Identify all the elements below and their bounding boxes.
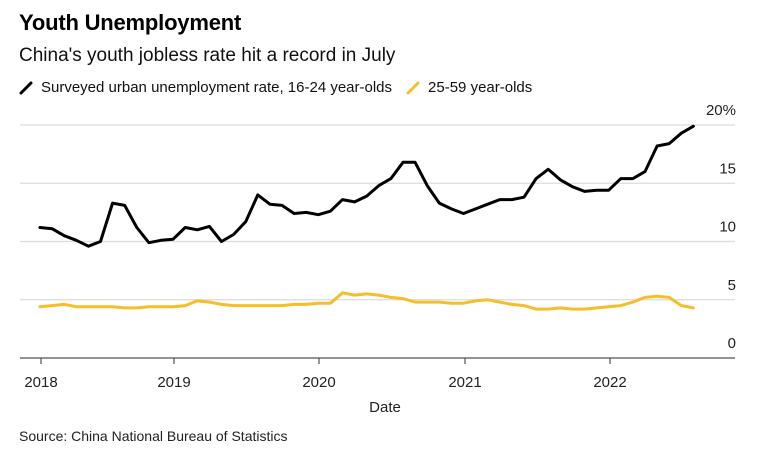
y-tick-label: 20% xyxy=(706,102,736,119)
x-tick-label: 2019 xyxy=(157,374,190,391)
y-tick-label: 0 xyxy=(728,335,736,352)
legend-label-youth: Surveyed urban unemployment rate, 16-24 … xyxy=(41,79,393,96)
source-note: Source: China National Bureau of Statist… xyxy=(19,428,288,444)
series-lines xyxy=(38,124,695,311)
legend-item-adults: 25-59 year-olds xyxy=(406,79,532,96)
chart-subtitle: China's youth jobless rate hit a record … xyxy=(19,45,396,66)
y-tick-label: 5 xyxy=(728,277,736,294)
x-tick-label: 2021 xyxy=(448,374,481,391)
y-axis-labels: 0 5 10 15 20% xyxy=(706,102,736,352)
series-line-adults xyxy=(38,291,695,311)
series-line-youth xyxy=(38,124,695,248)
legend-swatch-youth-icon xyxy=(19,81,33,94)
x-axis: 2018 2019 2020 2021 2022 xyxy=(20,357,735,391)
x-tick-label: 2022 xyxy=(593,374,626,391)
x-tick-label: 2018 xyxy=(24,374,57,391)
legend: Surveyed urban unemployment rate, 16-24 … xyxy=(19,79,546,96)
x-axis-title: Date xyxy=(369,399,401,416)
x-tick-label: 2020 xyxy=(302,374,335,391)
y-tick-label: 10 xyxy=(719,219,736,236)
legend-swatch-adults-icon xyxy=(406,81,420,94)
y-tick-label: 15 xyxy=(719,160,736,177)
chart-title: Youth Unemployment xyxy=(19,10,242,35)
legend-item-youth: Surveyed urban unemployment rate, 16-24 … xyxy=(19,79,392,96)
legend-label-adults: 25-59 year-olds xyxy=(428,79,533,96)
